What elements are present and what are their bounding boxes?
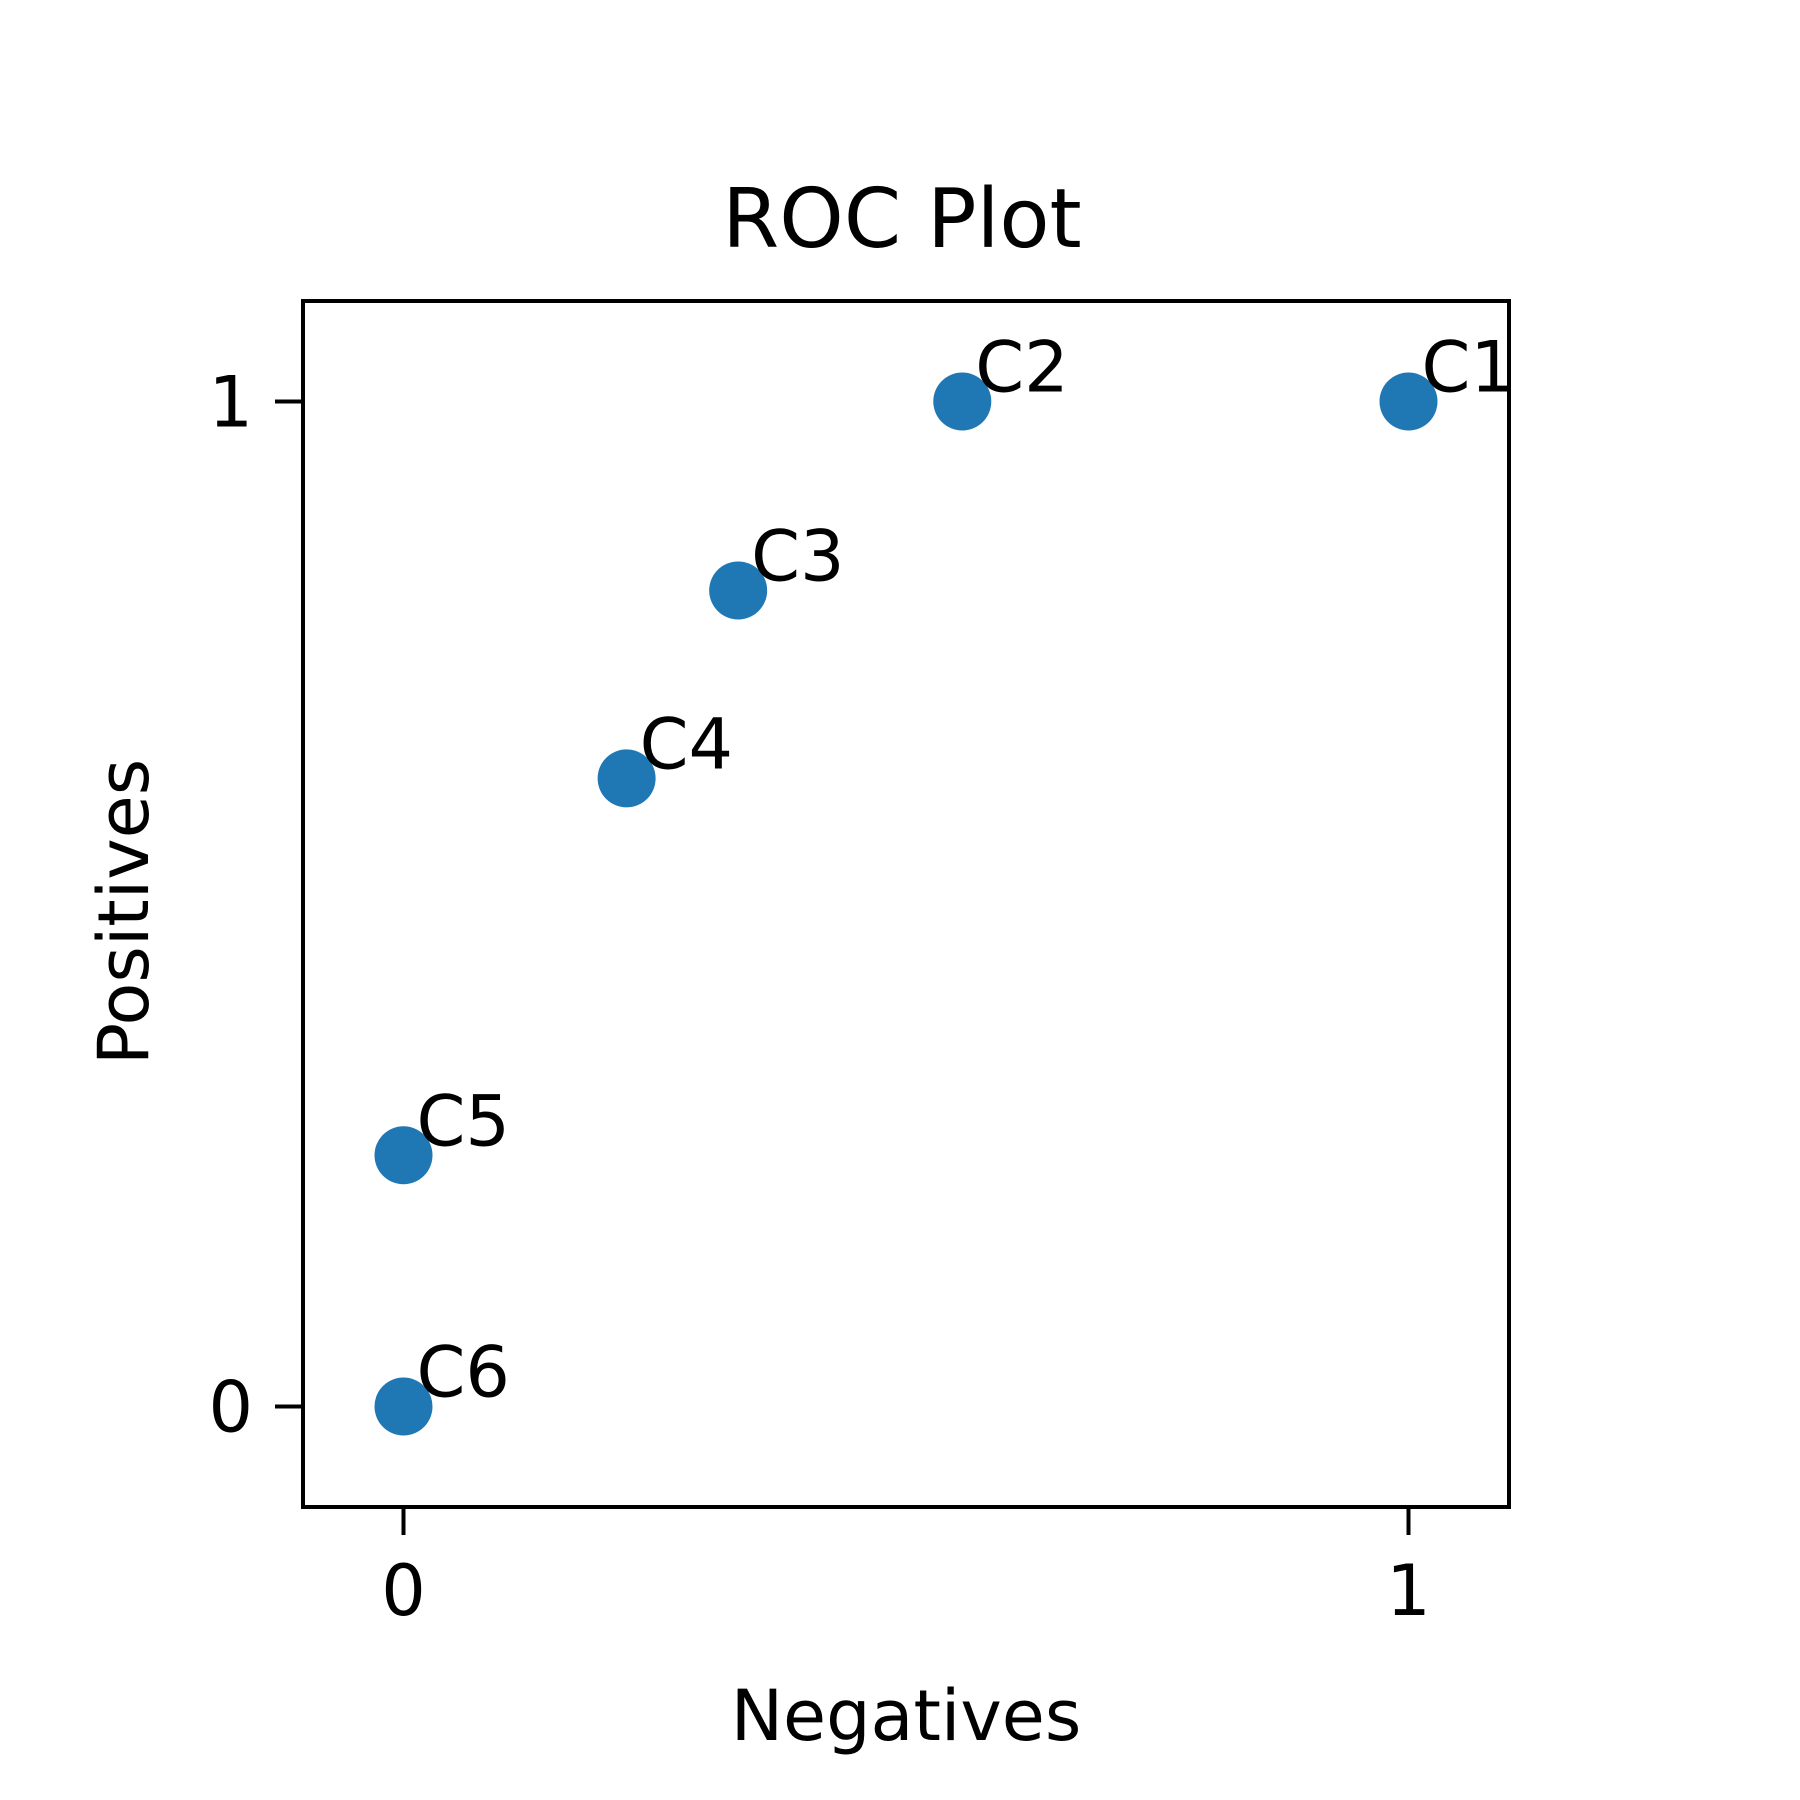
point-label-c3: C3 xyxy=(751,515,844,597)
point-label-c2: C2 xyxy=(975,327,1068,409)
point-c3 xyxy=(709,561,768,620)
point-c4 xyxy=(597,749,656,808)
point-c2 xyxy=(933,372,992,431)
point-c1 xyxy=(1379,372,1438,431)
y-axis-label: Positives xyxy=(83,759,165,1065)
data-points: C1 C2 C3 C4 C5 C6 xyxy=(374,327,1515,1436)
point-c6 xyxy=(374,1377,433,1436)
y-tick-label-0: 0 xyxy=(208,1367,253,1449)
x-tick-label-1: 1 xyxy=(1386,1550,1431,1632)
point-label-c6: C6 xyxy=(417,1332,510,1414)
point-label-c4: C4 xyxy=(640,703,733,785)
chart-title: ROC Plot xyxy=(722,172,1081,267)
plot-frame xyxy=(301,299,1511,1509)
point-label-c5: C5 xyxy=(417,1080,510,1162)
x-tick-label-0: 0 xyxy=(381,1550,426,1632)
y-tick-label-1: 1 xyxy=(208,362,253,444)
x-axis-label: Negatives xyxy=(731,1675,1082,1757)
y-axis: 01 xyxy=(208,362,303,1449)
point-label-c1: C1 xyxy=(1422,327,1515,409)
point-c5 xyxy=(374,1126,433,1185)
